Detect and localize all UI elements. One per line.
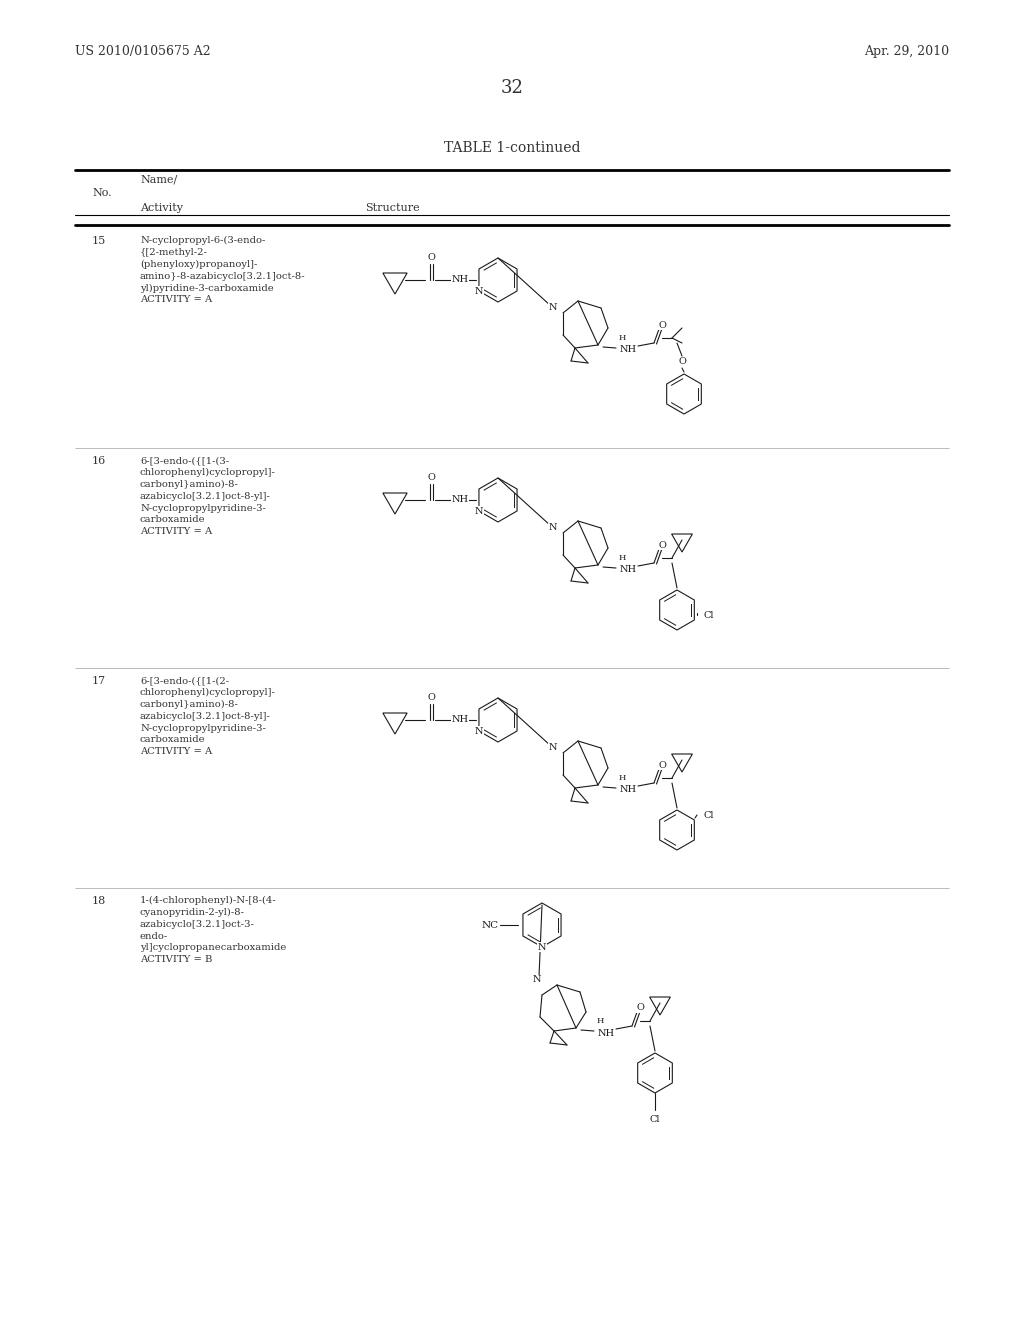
Text: Apr. 29, 2010: Apr. 29, 2010 (864, 45, 949, 58)
Text: N: N (475, 507, 483, 516)
Text: 32: 32 (501, 79, 523, 96)
Text: TABLE 1-continued: TABLE 1-continued (443, 141, 581, 154)
Text: No.: No. (92, 187, 112, 198)
Text: US 2010/0105675 A2: US 2010/0105675 A2 (75, 45, 211, 58)
Text: 17: 17 (92, 676, 106, 686)
Text: N: N (538, 942, 546, 952)
Text: Structure: Structure (365, 203, 420, 213)
Text: O: O (427, 253, 435, 263)
Text: 6-[3-endo-({[1-(2-
chlorophenyl)cyclopropyl]-
carbonyl}amino)-8-
azabicyclo[3.2.: 6-[3-endo-({[1-(2- chlorophenyl)cyclopro… (140, 676, 275, 756)
Text: Name/: Name/ (140, 176, 177, 185)
Text: 6-[3-endo-({[1-(3-
chlorophenyl)cyclopropyl]-
carbonyl}amino)-8-
azabicyclo[3.2.: 6-[3-endo-({[1-(3- chlorophenyl)cyclopro… (140, 455, 275, 536)
Text: NH: NH (597, 1028, 614, 1038)
Text: N: N (549, 743, 557, 752)
Text: NH: NH (620, 346, 637, 355)
Text: 16: 16 (92, 455, 106, 466)
Text: Cl: Cl (703, 810, 715, 820)
Text: NH: NH (452, 276, 469, 285)
Text: O: O (678, 358, 686, 367)
Text: Cl: Cl (703, 610, 715, 619)
Text: N: N (549, 524, 557, 532)
Text: H: H (596, 1016, 604, 1026)
Text: 18: 18 (92, 896, 106, 906)
Text: O: O (427, 474, 435, 483)
Text: H: H (618, 774, 626, 781)
Text: Activity: Activity (140, 203, 183, 213)
Text: NH: NH (620, 785, 637, 795)
Text: Cl: Cl (650, 1115, 660, 1125)
Text: N: N (549, 304, 557, 313)
Text: N: N (475, 726, 483, 735)
Text: NC: NC (481, 920, 499, 929)
Text: 1-(4-chlorophenyl)-N-[8-(4-
cyanopyridin-2-yl)-8-
azabicyclo[3.2.1]oct-3-
endo-
: 1-(4-chlorophenyl)-N-[8-(4- cyanopyridin… (140, 896, 287, 965)
Text: N-cyclopropyl-6-(3-endo-
{[2-methyl-2-
(phenyloxy)propanoyl]-
amino}-8-azabicycl: N-cyclopropyl-6-(3-endo- {[2-methyl-2- (… (140, 236, 305, 305)
Text: O: O (658, 540, 666, 549)
Text: N: N (475, 286, 483, 296)
Text: O: O (658, 760, 666, 770)
Text: O: O (658, 321, 666, 330)
Text: O: O (427, 693, 435, 702)
Text: 15: 15 (92, 236, 106, 246)
Text: NH: NH (620, 565, 637, 574)
Text: NH: NH (452, 715, 469, 725)
Text: H: H (618, 554, 626, 562)
Text: O: O (636, 1003, 644, 1012)
Text: N: N (532, 975, 542, 985)
Text: NH: NH (452, 495, 469, 504)
Text: H: H (618, 334, 626, 342)
